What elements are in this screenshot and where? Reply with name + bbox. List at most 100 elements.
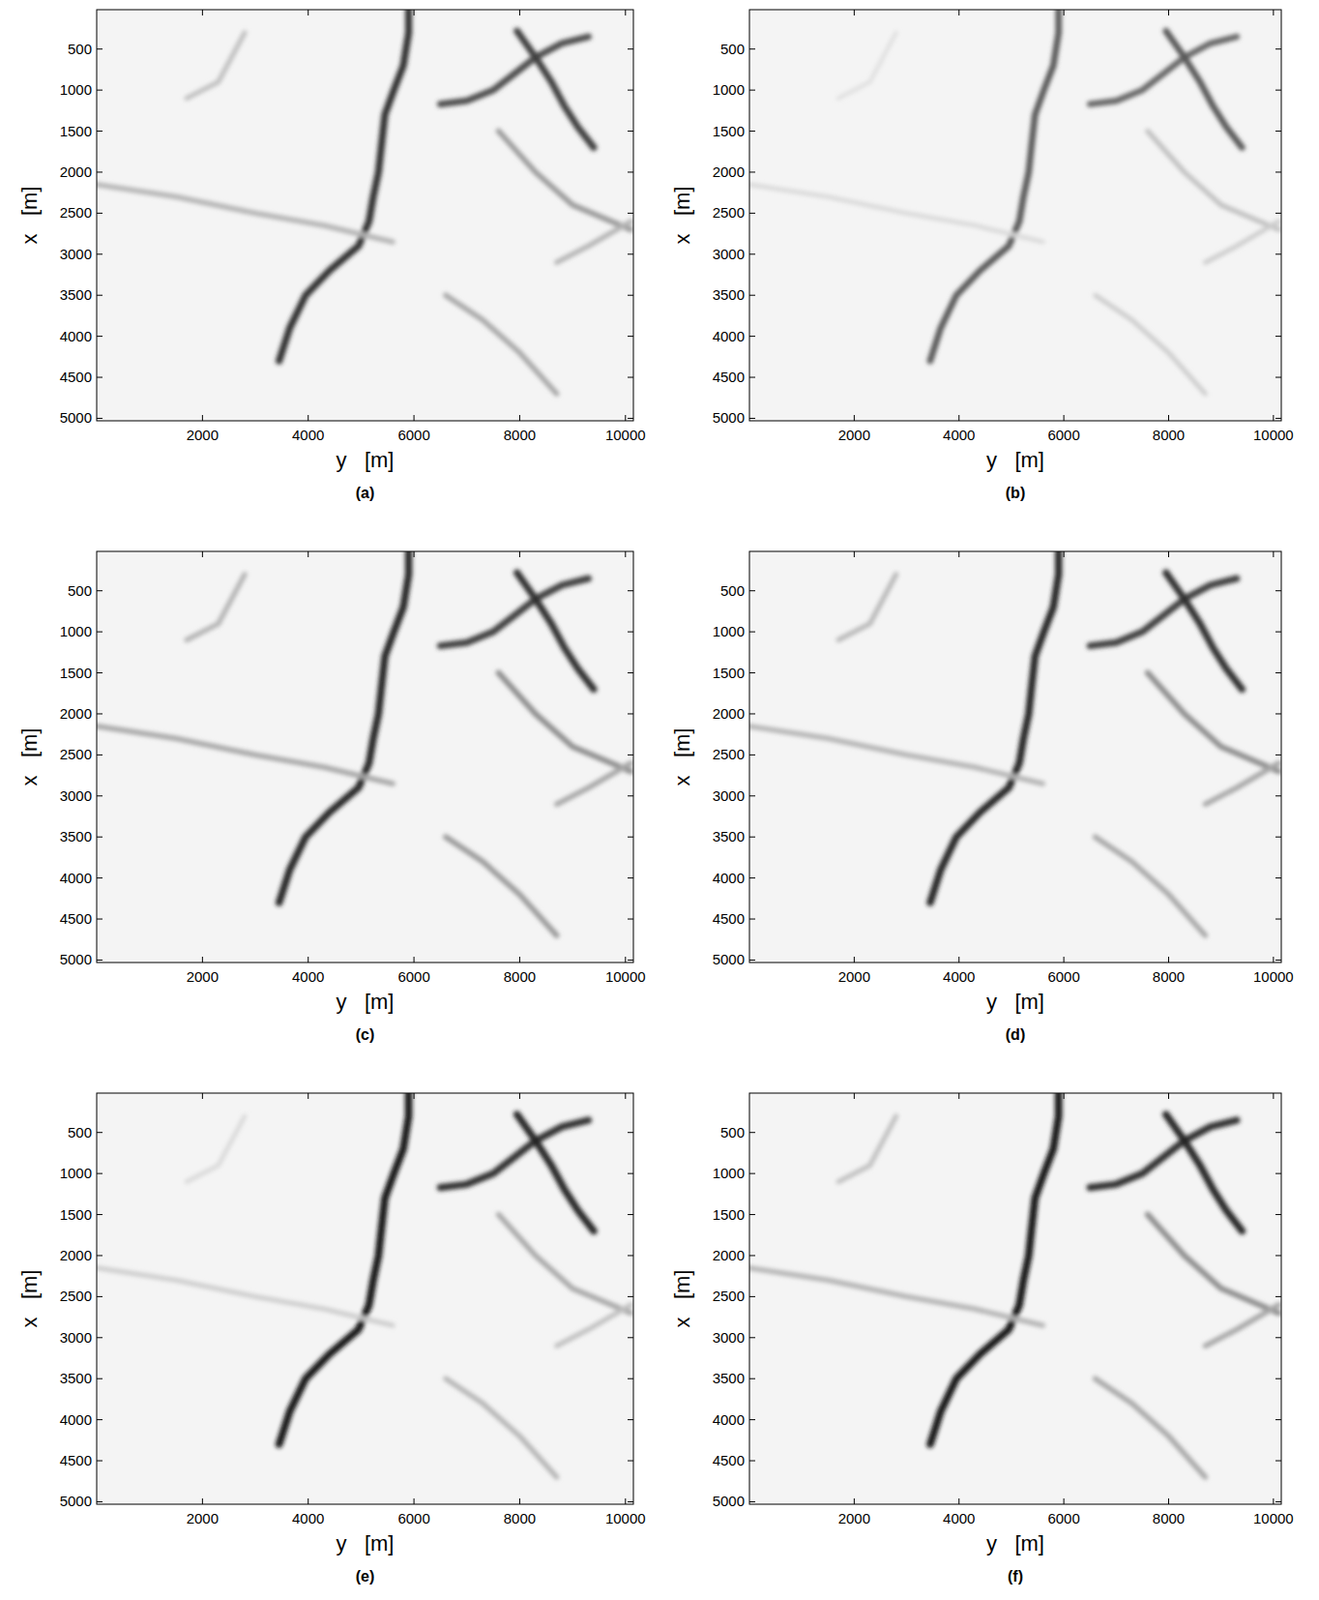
- tick-label: 6000: [1047, 1509, 1080, 1526]
- tick-label: 4500: [59, 1451, 92, 1468]
- channel-feature: [1089, 1119, 1237, 1188]
- axis-title: x [m]: [670, 186, 695, 245]
- channel-feature: [930, 1092, 1059, 1444]
- axis-title: y [m]: [986, 447, 1045, 472]
- tick-label: 4000: [59, 869, 92, 886]
- tick-label: 1500: [59, 122, 92, 140]
- tick: [519, 551, 521, 963]
- channel-feature: [445, 836, 557, 936]
- tick-label: 1000: [712, 622, 745, 640]
- tick-label: 500: [67, 1123, 92, 1141]
- frame: [749, 1092, 1282, 1504]
- tick-label: 4000: [292, 426, 324, 443]
- channel-feature: [749, 184, 1043, 242]
- tick-label: 500: [720, 582, 745, 599]
- tick-label: 4000: [292, 1509, 324, 1526]
- tick-label: 3000: [712, 787, 745, 804]
- tick: [853, 551, 855, 963]
- tick: [307, 1092, 309, 1504]
- tick-label: 2500: [59, 1287, 92, 1304]
- tick: [1168, 9, 1170, 421]
- tick-label: 3500: [712, 1369, 745, 1386]
- frame: [96, 1092, 634, 1504]
- plot-area: [749, 1092, 1282, 1504]
- tick-label: 500: [67, 40, 92, 58]
- axis-title: x [m]: [17, 186, 42, 245]
- tick: [1168, 551, 1170, 963]
- axis-title: x [m]: [17, 1269, 42, 1328]
- tick: [1063, 9, 1065, 421]
- tick-label: 2500: [712, 1287, 745, 1304]
- axis-title: y [m]: [336, 447, 395, 472]
- tick-label: 1000: [59, 1164, 92, 1181]
- tick: [96, 1254, 634, 1256]
- axis-title: y [m]: [336, 1530, 395, 1555]
- channel-feature: [1095, 1377, 1206, 1477]
- tick-label: 2500: [59, 204, 92, 221]
- tick: [96, 335, 634, 337]
- tick-label: 4000: [292, 967, 324, 985]
- tick: [853, 1092, 855, 1504]
- panel-label: (c): [355, 1025, 376, 1043]
- tick-label: 10000: [605, 426, 646, 443]
- features: [749, 1092, 1279, 1477]
- tick: [96, 589, 634, 591]
- tick-label: 2000: [59, 1246, 92, 1263]
- channel-feature: [1166, 30, 1243, 147]
- tick-label: 2000: [838, 1509, 871, 1526]
- tick: [96, 1336, 634, 1338]
- channel-feature: [439, 578, 588, 646]
- tick: [96, 1295, 634, 1297]
- tick-label: 4500: [59, 368, 92, 385]
- tick-label: 5000: [59, 1492, 92, 1509]
- tick: [96, 918, 634, 920]
- channel-feature: [186, 574, 245, 641]
- tick-label: 8000: [503, 1509, 536, 1526]
- panel-label: (f): [1007, 1567, 1024, 1584]
- tick: [202, 551, 204, 963]
- tick-label: 3000: [59, 245, 92, 263]
- channel-feature: [279, 1092, 410, 1444]
- tick: [96, 877, 634, 879]
- tick: [413, 9, 415, 421]
- tick-label: 3000: [59, 1328, 92, 1346]
- panel: 2000400060008000100005001000150020002500…: [17, 551, 646, 1043]
- panel-label: (b): [1005, 484, 1026, 501]
- tick-label: 10000: [1253, 967, 1294, 985]
- tick: [96, 1213, 634, 1215]
- tick-label: 1500: [59, 1205, 92, 1223]
- frame: [96, 9, 634, 421]
- tick: [96, 294, 634, 296]
- tick: [96, 754, 634, 756]
- tick: [749, 1418, 1282, 1420]
- tick: [413, 1092, 415, 1504]
- channel-feature: [1147, 1214, 1280, 1314]
- tick: [749, 1460, 1282, 1462]
- tick-label: 4500: [59, 909, 92, 927]
- tick: [749, 1336, 1282, 1338]
- tick: [749, 89, 1282, 91]
- tick: [749, 212, 1282, 214]
- tick-label: 6000: [1047, 967, 1080, 985]
- tick-label: 10000: [1253, 1509, 1294, 1526]
- channel-feature: [749, 726, 1043, 784]
- tick: [853, 9, 855, 421]
- tick: [749, 589, 1282, 591]
- features: [749, 9, 1279, 394]
- tick: [749, 959, 1282, 961]
- tick: [519, 9, 521, 421]
- tick-label: 10000: [1253, 426, 1294, 443]
- tick-label: 4000: [712, 327, 745, 345]
- tick-label: 6000: [397, 967, 430, 985]
- tick-label: 10000: [605, 1509, 646, 1526]
- channel-feature: [96, 184, 393, 242]
- tick-label: 1500: [712, 122, 745, 140]
- channel-feature: [1204, 762, 1279, 804]
- panel-label: (e): [355, 1567, 376, 1584]
- tick: [307, 551, 309, 963]
- tick: [96, 1460, 634, 1462]
- tick: [96, 1418, 634, 1420]
- tick-label: 4000: [59, 1410, 92, 1428]
- tick: [519, 1092, 521, 1504]
- tick: [96, 1500, 634, 1502]
